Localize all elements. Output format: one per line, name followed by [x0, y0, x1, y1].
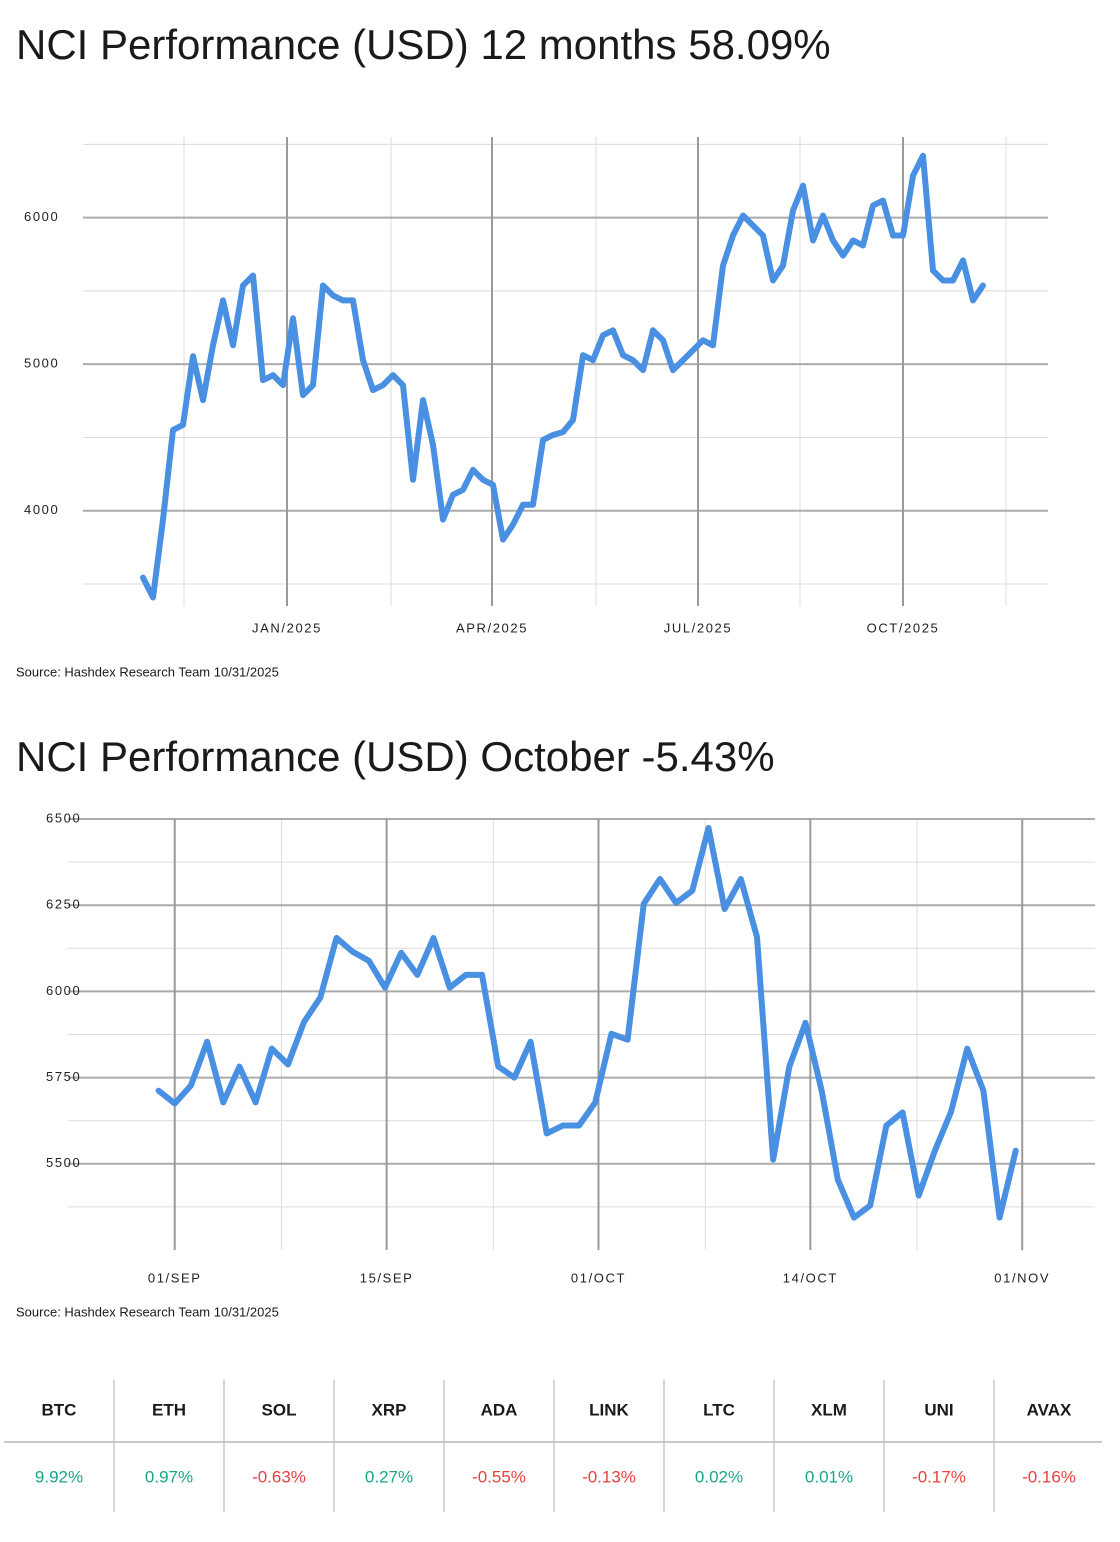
- table-header: LINK: [589, 1400, 629, 1419]
- y-tick-label: 6500: [46, 810, 81, 825]
- table-cell: 9.92%: [35, 1467, 83, 1486]
- y-tick-label: 5750: [46, 1069, 81, 1084]
- y-tick-label: 6250: [46, 897, 81, 912]
- x-tick-label: 15/SEP: [360, 1270, 414, 1285]
- line: [155, 824, 1019, 1221]
- source-note: Source: Hashdex Research Team 10/31/2025: [16, 664, 279, 679]
- x-tick-label: 01/SEP: [148, 1270, 202, 1285]
- table-header: XLM: [811, 1400, 847, 1419]
- table-header: UNI: [924, 1400, 953, 1419]
- table-cell: 0.02%: [695, 1467, 743, 1486]
- table-header: AVAX: [1027, 1400, 1072, 1419]
- table-cell: -0.17%: [912, 1467, 966, 1486]
- y-tick-label: 4000: [24, 502, 59, 517]
- x-tick-label: 01/NOV: [994, 1270, 1050, 1285]
- table-cell: -0.55%: [472, 1467, 526, 1486]
- x-tick-label: 01/OCT: [571, 1270, 626, 1285]
- y-tick-label: 6000: [46, 983, 81, 998]
- table-header: ADA: [481, 1400, 518, 1419]
- table-header: ETH: [152, 1400, 186, 1419]
- x-tick-label: OCT/2025: [867, 620, 940, 635]
- table-header: SOL: [262, 1400, 297, 1419]
- y-tick-label: 5500: [46, 1155, 81, 1170]
- line: [140, 152, 986, 601]
- x-tick-label: 14/OCT: [783, 1270, 838, 1285]
- table-header: LTC: [703, 1400, 735, 1419]
- table-cell: -0.63%: [252, 1467, 306, 1486]
- table-header: XRP: [372, 1400, 407, 1419]
- table-cell: 0.97%: [145, 1467, 193, 1486]
- x-tick-label: JUL/2025: [664, 620, 732, 635]
- y-tick-label: 6000: [24, 209, 59, 224]
- table-cell: -0.16%: [1022, 1467, 1076, 1486]
- chart-title: NCI Performance (USD) October -5.43%: [16, 733, 775, 780]
- chart-title: NCI Performance (USD) 12 months 58.09%: [16, 21, 831, 68]
- y-tick-label: 5000: [24, 356, 59, 371]
- table-cell: -0.13%: [582, 1467, 636, 1486]
- table-header: BTC: [42, 1400, 77, 1419]
- x-tick-label: JAN/2025: [252, 620, 322, 635]
- table-cell: 0.27%: [365, 1467, 413, 1486]
- table-cell: 0.01%: [805, 1467, 853, 1486]
- source-note: Source: Hashdex Research Team 10/31/2025: [16, 1304, 279, 1319]
- x-tick-label: APR/2025: [456, 620, 528, 635]
